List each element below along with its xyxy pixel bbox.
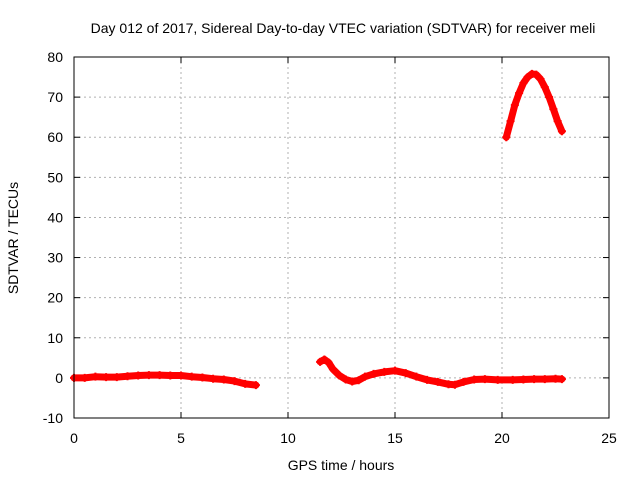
data-point (510, 101, 519, 110)
data-point (328, 365, 337, 374)
x-tick-label: 25 (601, 430, 617, 446)
data-point (198, 373, 207, 382)
data-point (470, 375, 479, 384)
series-line-segment-1 (70, 371, 260, 389)
x-axis-label: GPS time / hours (288, 457, 395, 473)
data-point (155, 371, 164, 380)
y-tick-label: 30 (47, 250, 63, 266)
data-point (316, 357, 325, 366)
data-point (557, 375, 566, 384)
data-point (341, 375, 350, 384)
y-tick-label: -10 (43, 410, 63, 426)
x-tick-label: 0 (70, 430, 78, 446)
data-point (102, 373, 111, 382)
data-point (144, 371, 153, 380)
data-point (553, 117, 562, 126)
data-point (523, 73, 532, 82)
y-tick-label: 20 (47, 290, 63, 306)
y-tick-label: 70 (47, 89, 63, 105)
y-tick-label: 80 (47, 49, 63, 65)
axis-ticks (73, 56, 610, 419)
data-point (348, 377, 357, 386)
y-axis-label: SDTVAR / TECUs (5, 182, 21, 294)
data-point (166, 371, 175, 380)
data-point (459, 377, 468, 386)
data-point (412, 372, 421, 381)
data-point (219, 375, 228, 384)
x-tick-label: 15 (387, 430, 403, 446)
data-point (515, 89, 524, 98)
data-point (502, 133, 511, 142)
data-point (480, 375, 489, 384)
y-tick-label: 50 (47, 169, 63, 185)
data-point (134, 371, 143, 380)
data-point (433, 377, 442, 386)
x-tick-label: 5 (177, 430, 185, 446)
data-point (549, 105, 558, 114)
data-point (519, 79, 528, 88)
data-point (380, 367, 389, 376)
grid (74, 57, 609, 418)
data-point (423, 375, 432, 384)
y-tick-labels: -10 0 10 20 30 40 50 60 70 80 (43, 49, 63, 426)
y-tick-label: 60 (47, 129, 63, 145)
data-point (320, 355, 329, 364)
data-point (187, 372, 196, 381)
data-point (493, 375, 502, 384)
data-point (401, 369, 410, 378)
data-point (251, 381, 260, 390)
data-point (530, 375, 539, 384)
x-tick-label: 20 (494, 430, 510, 446)
data-point (91, 372, 100, 381)
series-line-segment-2 (316, 355, 566, 389)
data-point (369, 369, 378, 378)
data-point (450, 380, 459, 389)
data-point (354, 376, 363, 385)
data-point (335, 371, 344, 380)
data-point (536, 75, 545, 84)
chart-title: Day 012 of 2017, Sidereal Day-to-day VTE… (91, 20, 596, 36)
data-point (519, 375, 528, 384)
plot-frame (73, 56, 610, 419)
plot-area (70, 69, 566, 390)
data-point (540, 375, 549, 384)
data-point (241, 379, 250, 388)
data-point (540, 83, 549, 92)
data-point (112, 373, 121, 382)
data-point (80, 373, 89, 382)
data-point (506, 117, 515, 126)
data-point (177, 371, 185, 380)
x-tick-label: 10 (280, 430, 296, 446)
data-point (508, 375, 517, 384)
data-point (361, 372, 370, 381)
data-point (324, 358, 333, 367)
data-point (557, 127, 566, 136)
data-point (532, 70, 541, 79)
data-point (391, 366, 399, 375)
y-tick-label: 10 (47, 330, 63, 346)
x-tick-labels: 0 5 10 15 20 25 (70, 430, 617, 446)
y-tick-label: 40 (47, 209, 63, 225)
data-point (123, 372, 132, 381)
y-tick-label: 0 (55, 370, 63, 386)
data-point (230, 377, 239, 386)
data-point (209, 374, 218, 383)
data-point (545, 93, 554, 102)
